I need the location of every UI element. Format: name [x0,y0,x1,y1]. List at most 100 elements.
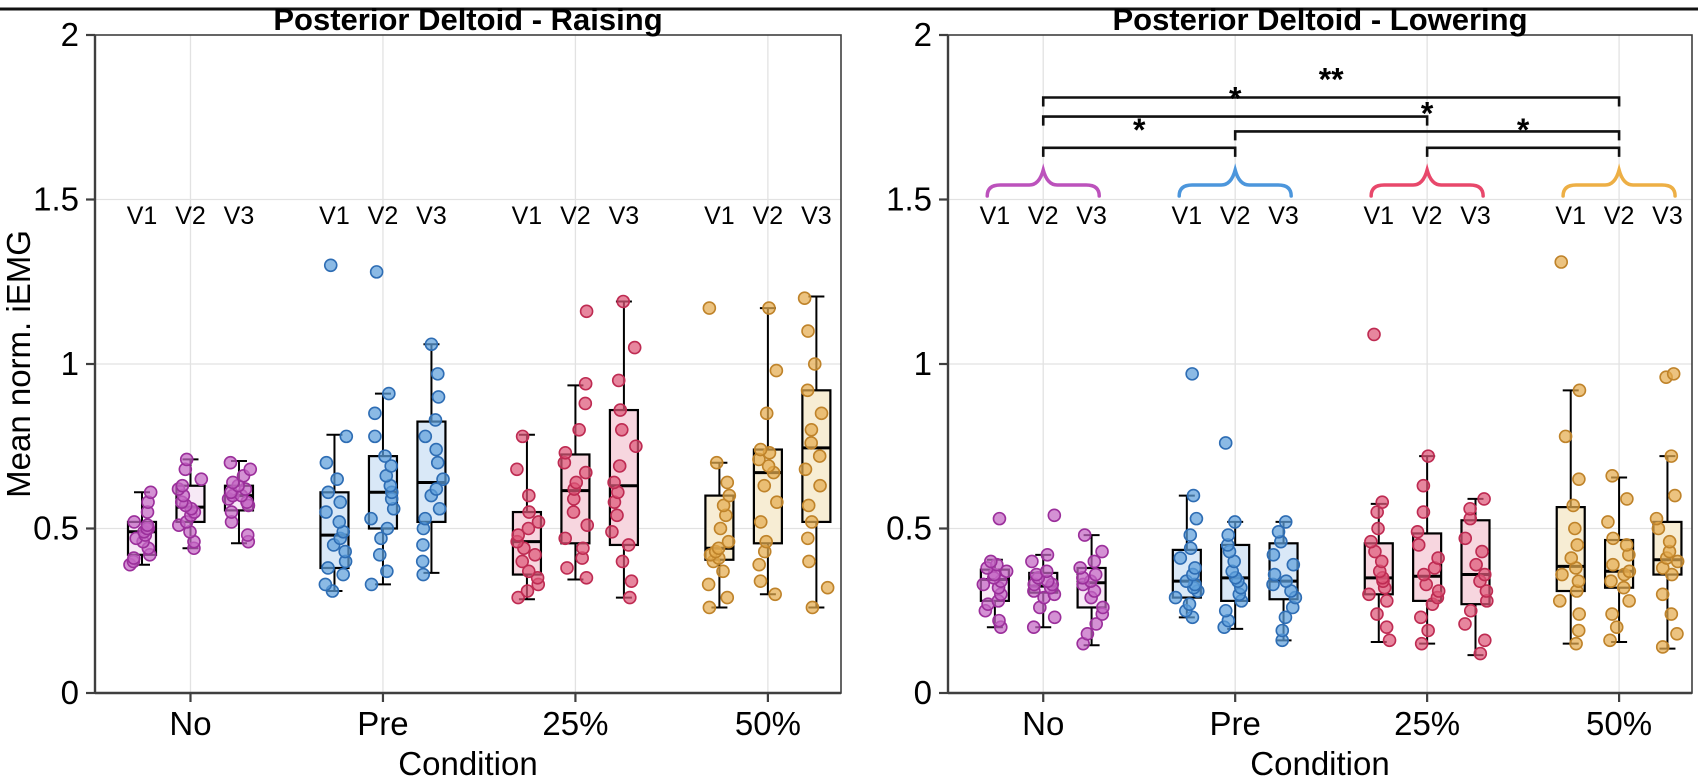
jitter-point [1552,594,1567,608]
jitter-point [418,511,432,526]
variant-label: V3 [224,202,255,230]
jitter-point [436,472,450,486]
jitter-point [1371,521,1385,536]
jitter-point [578,376,593,391]
variant-label: V1 [512,202,543,230]
jitter-point [611,373,626,388]
jitter-point [1463,501,1477,516]
jitter-point [1655,640,1670,654]
jitter-point [999,564,1014,579]
jitter-point [194,472,209,486]
variant-label: V2 [560,202,591,230]
jitter-point [1278,610,1293,625]
jitter-point [1421,623,1435,638]
jitter-point [1047,610,1062,625]
jitter-point [610,508,624,523]
jitter-point [143,485,158,500]
jitter-point [1416,505,1431,519]
x-tick-label: 50% [1586,705,1652,742]
jitter-point [720,475,735,490]
jitter-point [431,367,445,381]
jitter-point [338,544,352,559]
jitter-point [240,528,255,542]
jitter-point [531,515,546,529]
jitter-point [757,478,772,493]
jitter-point [1089,617,1104,631]
jitter-point [1605,469,1620,483]
y-tick-label: 0 [61,674,79,711]
jitter-point [800,531,815,546]
jitter-point [820,580,835,595]
jitter-point [1047,508,1062,523]
jitter-point [1266,548,1281,562]
jitter-point [1572,607,1587,621]
jitter-point [1095,544,1109,559]
jitter-point [1475,544,1489,559]
jitter-point [1571,574,1586,588]
jitter-point [319,455,334,470]
jitter-point [804,515,819,529]
variant-label: V2 [1028,202,1059,230]
jitter-point [1414,636,1429,651]
jitter-point [1168,590,1183,605]
jitter-point [1569,636,1583,651]
jitter-point [1186,488,1201,503]
jitter-point [1173,551,1188,565]
variant-label: V1 [1172,202,1203,230]
jitter-point [621,538,636,552]
y-axis-title: Mean norm. iEMG [0,230,37,498]
jitter-point [752,557,766,572]
jitter-point [753,442,768,457]
jitter-point [1605,607,1619,621]
jitter-point [802,554,816,569]
jitter-point [1601,515,1615,529]
jitter-point [1185,367,1199,381]
jitter-point [1463,603,1478,618]
x-tick-label: 25% [1394,705,1460,742]
jitter-point [1665,567,1679,582]
jitter-point [140,518,155,533]
jitter-point [1473,646,1488,661]
jitter-point [1271,524,1286,539]
variant-label: V2 [753,202,784,230]
y-tick-label: 0 [914,674,932,711]
group-brace-No [985,163,1101,198]
jitter-point [560,561,574,575]
variant-label: V2 [175,202,206,230]
jitter-point [1458,617,1472,631]
jitter-point [805,600,820,615]
jitter-point [753,515,768,529]
jitter-point [629,439,643,454]
jitter-point [1477,492,1491,506]
jitter-point [702,600,717,615]
jitter-point [612,459,627,473]
jitter-point [368,429,382,444]
jitter-point [528,548,542,562]
jitter-point [1431,551,1445,565]
y-tick-label: 1 [61,345,79,382]
jitter-point [1189,511,1204,526]
jitter-point [1080,626,1095,641]
jitter-point [424,337,439,352]
jitter-point [1073,561,1087,575]
jitter-point [522,488,536,503]
jitter-point [1410,524,1425,539]
jitter-point [1564,551,1579,565]
significance-label: ** [1319,62,1344,98]
jitter-point [319,505,333,519]
jitter-point [520,584,535,598]
variant-label: V1 [127,202,158,230]
jitter-point [1228,515,1242,529]
variant-label: V1 [319,202,350,230]
jitter-point [1555,567,1569,582]
jitter-point [1606,557,1620,572]
jitter-point [382,386,396,401]
jitter-point [384,459,398,473]
jitter-point [812,449,827,463]
y-tick-label: 1.5 [886,181,932,218]
jitter-point [992,511,1007,526]
jitter-point [801,498,816,513]
jitter-point [243,462,258,477]
jitter-point [1414,610,1428,625]
jitter-point [1622,564,1637,579]
